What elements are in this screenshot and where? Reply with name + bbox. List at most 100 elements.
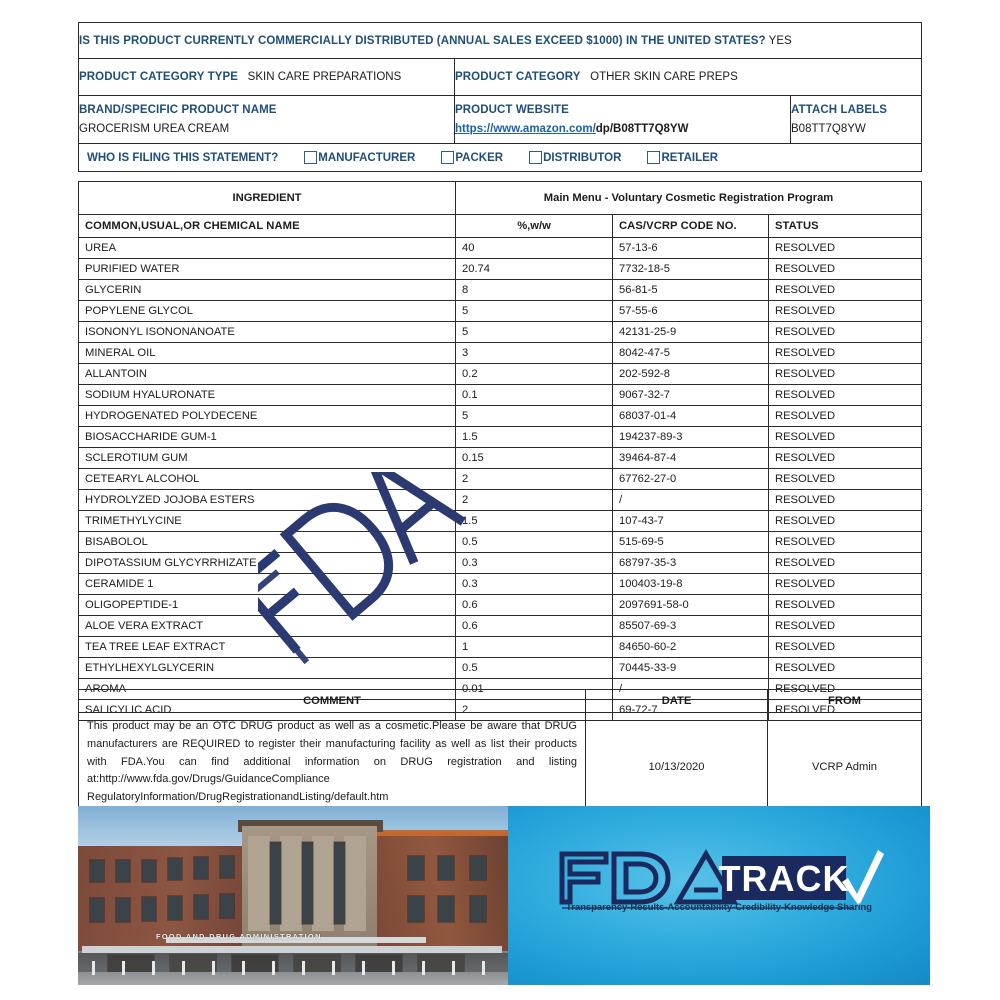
distribution-cell: IS THIS PRODUCT CURRENTLY COMMERCIALLY D… [77,22,923,59]
category-cell: PRODUCT CATEGORY OTHER SKIN CARE PREPS [453,58,923,96]
col-header-status: STATUS [767,214,923,238]
fda-track-tagline: Transparency-Results-Accountability-Cred… [566,902,872,913]
category-type-label: PRODUCT CATEGORY TYPE [79,71,239,83]
table-row: DIPOTASSIUM GLYCYRRHIZATE 0.3 68797-35-3 RE… [78,552,923,574]
table-row: ALOE VERA EXTRACT 0.6 85507-69-3 RESOLVED [78,615,923,637]
cell-pct: 5 [455,405,613,427]
cell-name: SODIUM HYALURONATE [78,384,456,406]
brand-row: BRAND/SPECIFIC PRODUCT NAME GROCERISM UR… [78,95,923,144]
cell-name: GLYCERIN [78,279,456,301]
cell-pct: 3 [455,342,613,364]
col-header-comment: COMMENT [78,689,586,713]
distribution-answer: YES [768,34,792,47]
table-row: SODIUM HYALURONATE 0.1 9067-32-7 RESOLVED [78,384,923,406]
website-link[interactable]: https://www.amazon.com/ [455,122,596,135]
website-value[interactable]: https://www.amazon.com/dp/B08TT7Q8YW [455,120,790,139]
cell-pct: 20.74 [455,258,613,280]
fda-building-photo: FOOD AND DRUG ADMINISTRATION [78,806,508,985]
cell-cas: 202-592-8 [612,363,769,385]
cell-name: ALOE VERA EXTRACT [78,615,456,637]
category-type-cell: PRODUCT CATEGORY TYPE SKIN CARE PREPARAT… [78,58,455,96]
cell-name: TRIMETHYLYCINE [78,510,456,532]
checkbox-icon[interactable] [529,151,543,164]
cell-cas: 100403-19-8 [612,573,769,595]
cell-cas: 70445-33-9 [612,657,769,679]
main-menu-header[interactable]: Main Menu - Voluntary Cosmetic Registrat… [454,181,923,215]
cell-pct: 0.2 [455,363,613,385]
cell-status: RESOLVED [767,342,923,364]
table-row: MINERAL OIL 3 8042-47-5 RESOLVED [78,342,923,364]
checkbox-retailer[interactable]: RETAILER [647,151,718,164]
cell-name: BISABOLOL [78,531,456,553]
cell-name: ISONONYL ISONONANOATE [78,321,456,343]
cell-name: OLIGOPEPTIDE-1 [78,594,456,616]
table-row: SCLEROTIUM GUM 0.15 39464-87-4 RESOLVED [78,447,923,469]
checkbox-packer[interactable]: PACKER [441,151,503,164]
cell-status: RESOLVED [767,510,923,532]
cell-cas: 42131-25-9 [612,321,769,343]
building-sign: FOOD AND DRUG ADMINISTRATION [156,932,322,941]
cell-status: RESOLVED [767,384,923,406]
category-value: OTHER SKIN CARE PREPS [590,71,738,83]
cell-pct: 8 [455,279,613,301]
cell-status: RESOLVED [767,531,923,553]
cell-name: HYDROLYZED JOJOBA ESTERS [78,489,456,511]
cell-status: RESOLVED [767,489,923,511]
cell-name: POPYLENE GLYCOL [78,300,456,322]
website-cell: PRODUCT WEBSITE https://www.amazon.com/d… [454,95,791,144]
filing-row: WHO IS FILING THIS STATEMENT? MANUFACTUR… [77,143,923,172]
cell-pct: 0.3 [455,573,613,595]
cell-pct: 0.6 [455,615,613,637]
cell-status: RESOLVED [767,468,923,490]
cell-cas: 84650-60-2 [612,636,769,658]
cell-name: ALLANTOIN [78,363,456,385]
checkbox-icon[interactable] [441,151,455,164]
cell-name: TEA TREE LEAF EXTRACT [78,636,456,658]
col-header-pct: %,w/w [455,214,613,238]
cell-status: RESOLVED [767,447,923,469]
cell-cas: 7732-18-5 [612,258,769,280]
cell-cas: 57-13-6 [612,237,769,259]
cell-status: RESOLVED [767,552,923,574]
comment-body-row: This product may be an OTC DRUG product … [78,712,922,822]
cell-cas: 57-55-6 [612,300,769,322]
cell-name: ETHYLHEXYLGLYCERIN [78,657,456,679]
checkbox-distributor[interactable]: DISTRIBUTOR [529,151,621,164]
ingredient-column-header-row: COMMON,USUAL,OR CHEMICAL NAME %,w/w CAS/… [78,214,923,238]
attach-labels-label: ATTACH LABELS [791,103,888,116]
cell-pct: 40 [455,237,613,259]
checkbox-icon[interactable] [304,151,318,164]
attach-labels-cell: ATTACH LABELS B08TT7Q8YW [789,95,923,144]
cell-pct: 0.3 [455,552,613,574]
table-row: PURIFIED WATER 20.74 7732-18-5 RESOLVED [78,258,923,280]
cell-name: MINERAL OIL [78,342,456,364]
col-header-cas: CAS/VCRP CODE NO. [612,214,769,238]
product-info-table: IS THIS PRODUCT CURRENTLY COMMERCIALLY D… [77,22,923,172]
website-link-tail: dp/B08TT7Q8YW [595,122,689,135]
cell-cas: 67762-27-0 [612,468,769,490]
checkbox-label: RETAILER [661,151,719,164]
brand-label: BRAND/SPECIFIC PRODUCT NAME [79,103,277,116]
fda-track-logo: TRACK [554,844,884,914]
cell-pct: 5 [455,300,613,322]
cell-status: RESOLVED [767,573,923,595]
cell-name: BIOSACCHARIDE GUM-1 [78,426,456,448]
category-label: PRODUCT CATEGORY [455,71,581,83]
comment-table: COMMENT DATE FROM This product may be an… [78,689,922,822]
brand-cell: BRAND/SPECIFIC PRODUCT NAME GROCERISM UR… [78,95,455,144]
checkbox-icon[interactable] [647,151,661,164]
distribution-row: IS THIS PRODUCT CURRENTLY COMMERCIALLY D… [77,22,923,59]
website-label: PRODUCT WEBSITE [455,103,569,116]
category-type-value: SKIN CARE PREPARATIONS [247,71,402,83]
cell-status: RESOLVED [767,300,923,322]
cell-pct: 0.15 [455,447,613,469]
cell-cas: 107-43-7 [612,510,769,532]
cell-status: RESOLVED [767,258,923,280]
category-row: PRODUCT CATEGORY TYPE SKIN CARE PREPARAT… [78,58,923,96]
table-row: ISONONYL ISONONANOATE 5 42131-25-9 RESOLVED [78,321,923,343]
cell-pct: 1.5 [455,426,613,448]
checkbox-manufacturer[interactable]: MANUFACTURER [304,151,415,164]
table-row: ETHYLHEXYLGLYCERIN 0.5 70445-33-9 RESOLVED [78,657,923,679]
ingredient-rows: UREA 40 57-13-6 RESOLVED PURIFIED WATER 20.7… [78,237,923,721]
building-right-cap [370,830,508,840]
